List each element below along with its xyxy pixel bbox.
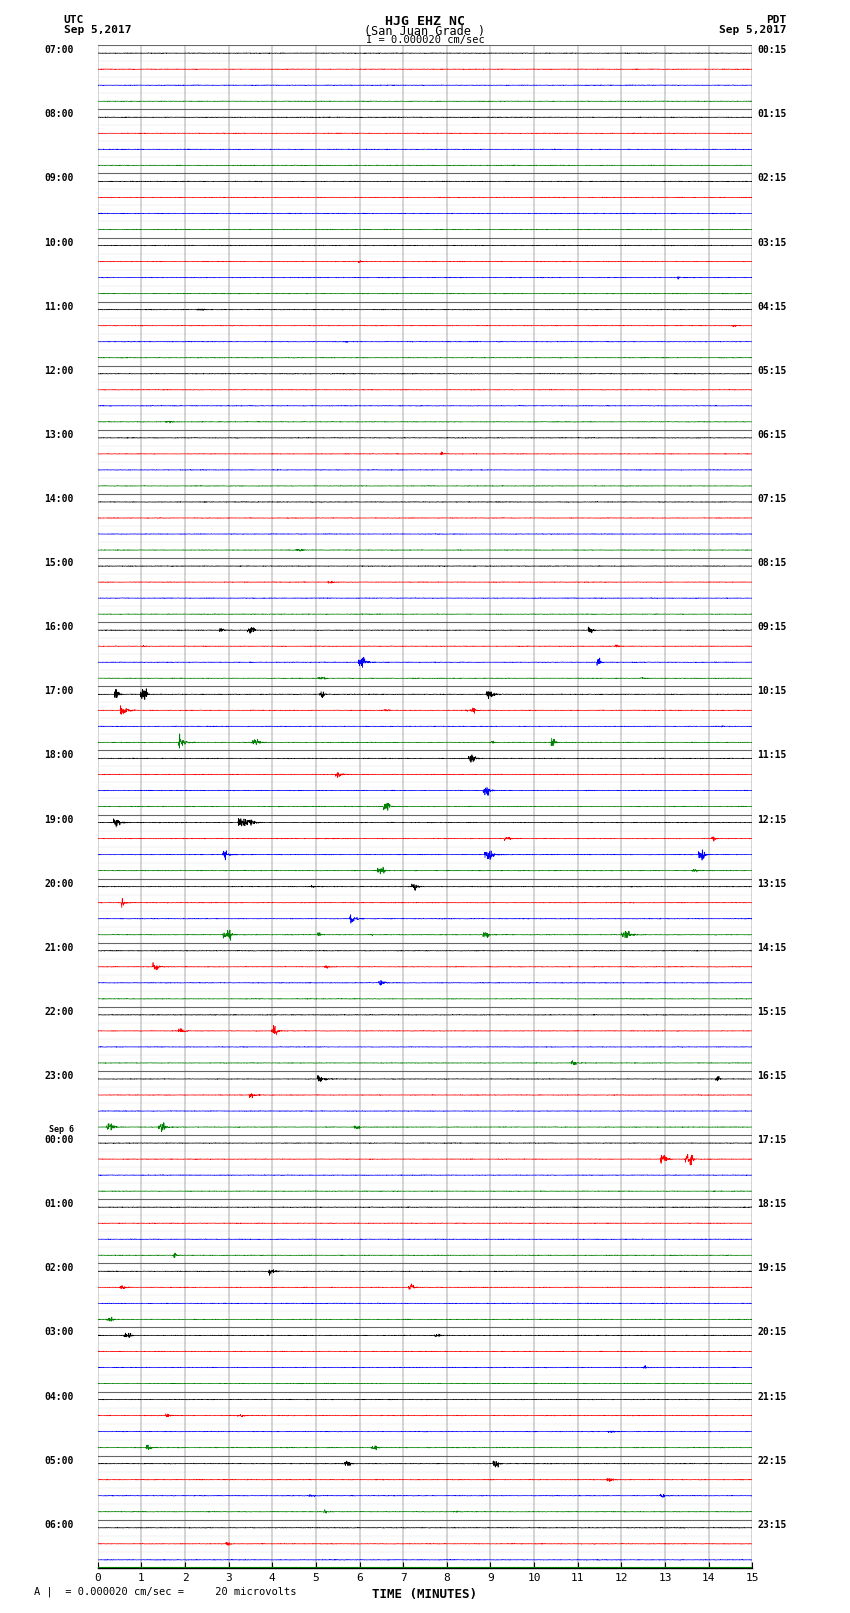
Text: 09:00: 09:00 <box>44 173 74 184</box>
Text: 21:00: 21:00 <box>44 942 74 953</box>
Text: 23:00: 23:00 <box>44 1071 74 1081</box>
Text: Sep 5,2017: Sep 5,2017 <box>64 24 131 35</box>
Text: 06:15: 06:15 <box>757 429 787 440</box>
Text: 03:15: 03:15 <box>757 237 787 247</box>
Text: 02:00: 02:00 <box>44 1263 74 1273</box>
Text: 07:15: 07:15 <box>757 494 787 503</box>
Text: 17:00: 17:00 <box>44 686 74 697</box>
Text: HJG EHZ NC: HJG EHZ NC <box>385 16 465 29</box>
Text: 07:00: 07:00 <box>44 45 74 55</box>
Text: 21:15: 21:15 <box>757 1392 787 1402</box>
Text: 11:15: 11:15 <box>757 750 787 760</box>
Text: 15:15: 15:15 <box>757 1007 787 1016</box>
Text: 10:00: 10:00 <box>44 237 74 247</box>
Text: 13:15: 13:15 <box>757 879 787 889</box>
Text: (San Juan Grade ): (San Juan Grade ) <box>365 24 485 39</box>
Text: 08:15: 08:15 <box>757 558 787 568</box>
Text: 01:15: 01:15 <box>757 110 787 119</box>
Text: 10:15: 10:15 <box>757 686 787 697</box>
Text: 17:15: 17:15 <box>757 1136 787 1145</box>
Text: 18:15: 18:15 <box>757 1198 787 1210</box>
Text: 05:00: 05:00 <box>44 1455 74 1466</box>
Text: 13:00: 13:00 <box>44 429 74 440</box>
Text: 00:00: 00:00 <box>44 1136 74 1145</box>
Text: 23:15: 23:15 <box>757 1519 787 1529</box>
Text: 03:00: 03:00 <box>44 1327 74 1337</box>
Text: Sep 6: Sep 6 <box>48 1126 74 1134</box>
Text: 18:00: 18:00 <box>44 750 74 760</box>
Text: 16:00: 16:00 <box>44 623 74 632</box>
Text: 20:00: 20:00 <box>44 879 74 889</box>
Text: 04:00: 04:00 <box>44 1392 74 1402</box>
Text: 22:15: 22:15 <box>757 1455 787 1466</box>
Text: I = 0.000020 cm/sec: I = 0.000020 cm/sec <box>366 35 484 45</box>
Text: 16:15: 16:15 <box>757 1071 787 1081</box>
Text: Sep 5,2017: Sep 5,2017 <box>719 24 786 35</box>
Text: 04:15: 04:15 <box>757 302 787 311</box>
Text: 14:00: 14:00 <box>44 494 74 503</box>
Text: 19:15: 19:15 <box>757 1263 787 1273</box>
Text: 02:15: 02:15 <box>757 173 787 184</box>
Text: 00:15: 00:15 <box>757 45 787 55</box>
Text: UTC: UTC <box>64 16 84 26</box>
Text: 09:15: 09:15 <box>757 623 787 632</box>
Text: 12:00: 12:00 <box>44 366 74 376</box>
Text: 01:00: 01:00 <box>44 1198 74 1210</box>
Text: 20:15: 20:15 <box>757 1327 787 1337</box>
Text: 14:15: 14:15 <box>757 942 787 953</box>
Text: 06:00: 06:00 <box>44 1519 74 1529</box>
X-axis label: TIME (MINUTES): TIME (MINUTES) <box>372 1589 478 1602</box>
Text: 08:00: 08:00 <box>44 110 74 119</box>
Text: 12:15: 12:15 <box>757 815 787 824</box>
Text: 22:00: 22:00 <box>44 1007 74 1016</box>
Text: A |  = 0.000020 cm/sec =     20 microvolts: A | = 0.000020 cm/sec = 20 microvolts <box>34 1586 297 1597</box>
Text: 19:00: 19:00 <box>44 815 74 824</box>
Text: 15:00: 15:00 <box>44 558 74 568</box>
Text: 11:00: 11:00 <box>44 302 74 311</box>
Text: 05:15: 05:15 <box>757 366 787 376</box>
Text: PDT: PDT <box>766 16 786 26</box>
